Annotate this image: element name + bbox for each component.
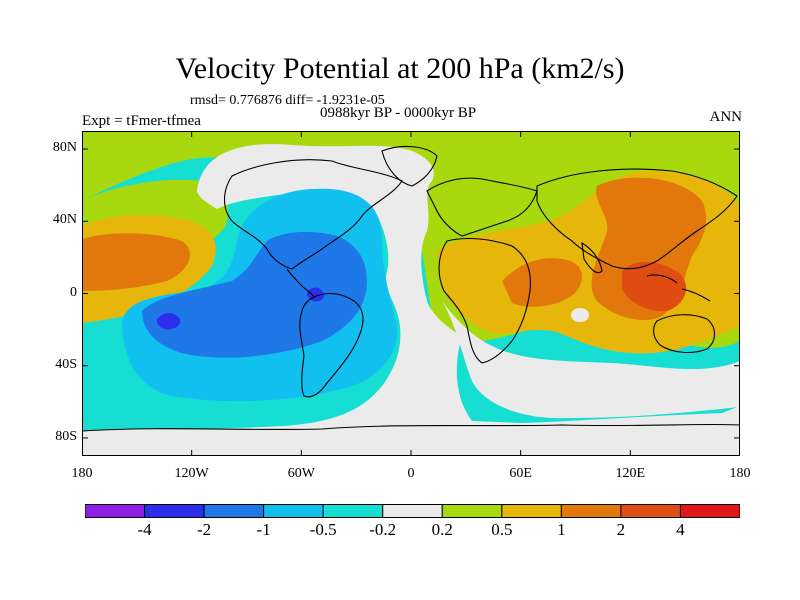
lon-tick-label: 120W — [174, 466, 209, 481]
coast-central-america — [286, 268, 315, 298]
colorbar-swatch — [322, 504, 384, 518]
colorbar-tick-label: 4 — [676, 520, 685, 539]
colorbar-tick-label: -2 — [196, 520, 212, 539]
colorbar-swatch — [263, 504, 324, 518]
lon-tick-label: 0 — [407, 466, 415, 481]
coast-europe — [426, 177, 538, 237]
coast-maritime — [646, 274, 711, 302]
coast-india — [581, 241, 603, 274]
velocity-potential-map — [82, 131, 740, 456]
colorbar — [85, 504, 740, 518]
colorbar-tick-label: 1 — [557, 520, 566, 539]
coastlines — [82, 145, 740, 432]
colorbar-swatch — [441, 504, 503, 518]
colorbar-tick-label: 2 — [616, 520, 626, 539]
field-band-darkorange-east — [502, 258, 582, 307]
coast-north-america — [223, 159, 403, 270]
lon-tick-label: 180 — [71, 466, 93, 481]
field-band-navy — [156, 313, 181, 330]
period-label: 0988kyr BP - 0000kyr BP — [320, 105, 477, 121]
field-band-neutral-north — [82, 144, 740, 456]
colorbar-swatch — [85, 504, 146, 518]
field-band-red — [622, 261, 687, 312]
colorbar-tick-label: -4 — [137, 520, 152, 539]
map-ticks — [82, 131, 740, 456]
field-island-neutral — [571, 308, 589, 322]
lon-tick-label: 180 — [729, 466, 751, 481]
experiment-label: Expt = tFmer-tfmea — [82, 113, 201, 129]
colorbar-swatch — [501, 504, 562, 518]
colorbar-tick-label: -0.5 — [309, 520, 337, 539]
coast-australia — [653, 314, 716, 354]
colorbar-swatch — [560, 504, 622, 518]
lon-tick-label: 60W — [287, 466, 315, 481]
colorbar-swatch — [620, 504, 681, 518]
lat-tick-label: 40N — [52, 212, 77, 228]
stats-label: rmsd= 0.776876 diff= -1.9231e-05 — [190, 93, 385, 108]
colorbar-swatch — [382, 504, 443, 518]
lat-tick-label: 80N — [52, 140, 77, 156]
coast-greenland — [381, 145, 438, 187]
field-band-darkorange-west — [82, 233, 190, 291]
field-band-neutral-south — [442, 301, 740, 419]
coast-south-america — [299, 292, 364, 398]
lat-tick-label: 0 — [70, 284, 77, 300]
colorbar-tick-label: -0.2 — [369, 520, 397, 539]
colorbar-swatch — [144, 504, 205, 518]
lon-tick-label: 120E — [615, 466, 646, 481]
lat-tick-label: 80S — [55, 428, 77, 444]
coast-antarctica — [82, 423, 740, 432]
colorbar-tick-label: 0.5 — [491, 520, 513, 539]
season-label: ANN — [709, 109, 743, 125]
coast-asia — [536, 168, 738, 270]
map-title: Velocity Potential at 200 hPa (km2/s) — [175, 52, 625, 85]
field-band-blue — [142, 231, 367, 358]
coast-africa — [438, 237, 531, 364]
colorbar-swatch — [679, 504, 740, 518]
lat-tick-label: 40S — [55, 356, 77, 372]
colorbar-swatch — [203, 504, 265, 518]
lon-tick-label: 60E — [509, 466, 532, 481]
colorbar-tick-label: -1 — [256, 520, 271, 539]
colorbar-tick-label: 0.2 — [431, 520, 453, 539]
